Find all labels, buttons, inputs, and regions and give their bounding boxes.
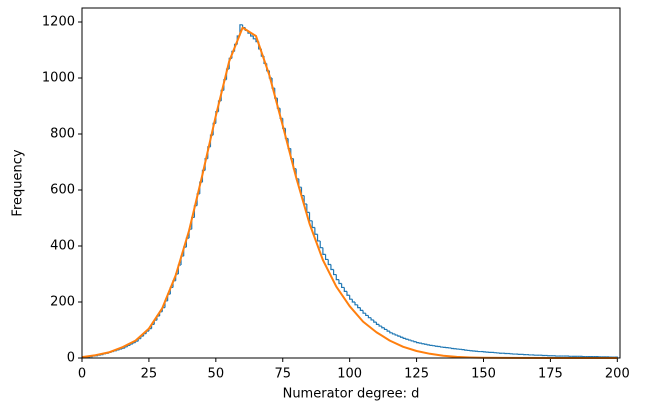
x-tick-label: 75 xyxy=(274,367,291,382)
histogram-step xyxy=(381,326,385,329)
histogram-step xyxy=(415,341,420,344)
histogram-step xyxy=(434,345,438,347)
histogram-step xyxy=(124,346,128,349)
histogram-step xyxy=(341,283,345,289)
histogram-step xyxy=(359,307,364,311)
histogram-step xyxy=(250,33,254,37)
histogram-step xyxy=(402,337,406,339)
histogram-step xyxy=(330,264,334,271)
histogram-step xyxy=(413,340,417,343)
x-tick-label: 150 xyxy=(471,367,496,382)
histogram-step xyxy=(126,344,131,347)
histogram-step xyxy=(338,279,342,285)
histogram-step xyxy=(343,287,347,292)
fit-curve xyxy=(81,26,618,359)
y-tick-label: 600 xyxy=(50,183,75,198)
x-tick-label: 175 xyxy=(538,367,563,382)
y-tick-label: 1000 xyxy=(42,71,75,86)
histogram-step xyxy=(333,269,337,276)
histogram-step xyxy=(391,332,396,335)
x-tick-label: 0 xyxy=(78,367,86,382)
y-axis-label: Frequency xyxy=(11,149,26,216)
histogram-step xyxy=(252,36,256,40)
histogram-step xyxy=(378,324,382,327)
histogram-step xyxy=(324,254,329,261)
y-tick-label: 400 xyxy=(50,239,75,254)
histogram-step xyxy=(464,349,468,351)
plot-frame xyxy=(81,7,621,359)
histogram-step xyxy=(319,240,323,249)
histogram-step xyxy=(383,327,388,331)
histogram-step xyxy=(322,247,326,255)
histogram-step xyxy=(365,313,369,317)
y-tick-label: 200 xyxy=(50,295,75,310)
histogram-step xyxy=(450,347,455,350)
histogram-step xyxy=(418,342,422,344)
histogram-step xyxy=(303,195,307,205)
x-tick-label: 200 xyxy=(605,367,630,382)
histogram-step xyxy=(306,204,310,213)
histogram-step xyxy=(399,336,404,338)
histogram-step xyxy=(397,335,401,337)
histogram-step xyxy=(424,343,428,345)
y-tick-label: 1200 xyxy=(42,15,75,30)
histogram-step xyxy=(375,322,380,325)
x-tick-label: 100 xyxy=(337,367,362,382)
histogram-step xyxy=(121,347,125,350)
x-tick-label: 125 xyxy=(404,367,429,382)
histogram-step xyxy=(386,329,390,332)
histogram-step xyxy=(367,315,372,319)
histogram-step xyxy=(389,331,393,334)
histogram-step xyxy=(351,299,356,303)
histogram-step xyxy=(354,302,358,306)
histogram-step xyxy=(370,317,374,321)
histogram-step xyxy=(426,344,430,346)
histogram-step xyxy=(394,333,398,336)
x-axis-label: Numerator degree: d xyxy=(283,387,420,402)
histogram-step xyxy=(405,338,409,340)
histogram-step xyxy=(362,310,366,314)
histogram-step xyxy=(316,234,321,242)
y-tick-label: 800 xyxy=(50,127,75,142)
histogram-step xyxy=(429,344,433,346)
histogram-step xyxy=(421,343,425,345)
x-tick-label: 50 xyxy=(208,367,225,382)
histogram-step xyxy=(335,274,339,281)
x-tick-label: 25 xyxy=(141,367,158,382)
histogram-step xyxy=(327,259,331,266)
histogram-step xyxy=(357,304,361,309)
histogram-step xyxy=(311,220,315,229)
histogram-step xyxy=(349,295,353,300)
y-tick-label: 0 xyxy=(67,351,75,366)
histogram-step xyxy=(440,346,444,348)
histogram-step xyxy=(308,212,313,222)
histogram-step xyxy=(314,227,318,235)
histogram-step xyxy=(346,291,350,296)
histogram-step xyxy=(407,339,412,341)
histogram-step xyxy=(410,340,414,342)
histogram-step xyxy=(373,319,377,323)
